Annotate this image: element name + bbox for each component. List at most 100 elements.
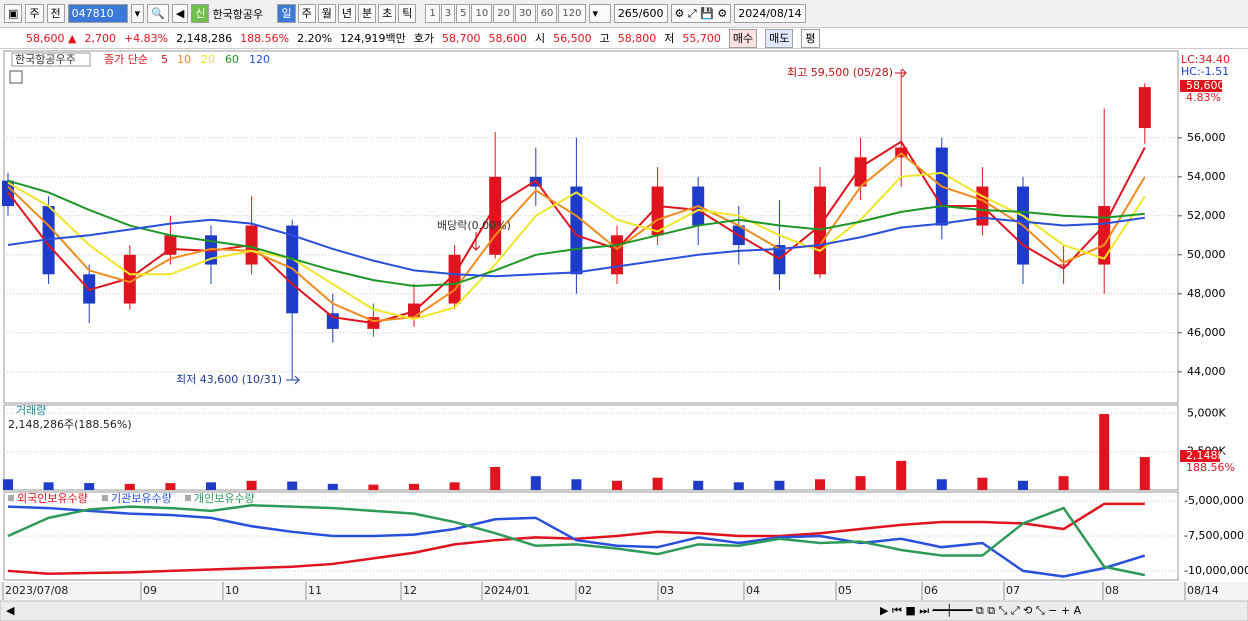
period-button[interactable]: 분 — [357, 4, 377, 23]
stock-name: 한국항공우 — [212, 7, 264, 21]
arrow — [286, 375, 300, 385]
date[interactable]: 2024/08/14 — [734, 4, 806, 23]
holding-line — [7, 505, 1146, 578]
period-button[interactable]: 일 — [277, 4, 296, 23]
search[interactable]: 🔍 — [147, 4, 169, 23]
scroll-controls[interactable]: ▶ ⏮ ■ ⏭ ━━┿━━━ ⧉ ⧉ ⤡ ⤢ ⟲ ⤡ − + A — [880, 603, 1082, 617]
interval-button[interactable]: 60 — [536, 4, 558, 23]
interval-button[interactable]: 20 — [493, 4, 514, 23]
table-icon[interactable] — [9, 70, 23, 84]
last-change: 4.83% — [1186, 91, 1221, 104]
sound[interactable]: ◀ — [171, 4, 189, 23]
code-input[interactable]: 047810 — [67, 4, 128, 23]
y-tick-label: 52,000 — [1187, 209, 1226, 222]
turnover: 2.20% — [297, 31, 333, 45]
chart: ◀ ▶ ⏮ ■ ⏭ ━━┿━━━ ⧉ ⧉ ⤡ ⤢ ⟲ ⤡ − + A 44,00… — [0, 50, 1248, 621]
volume-bar — [855, 476, 866, 490]
last-volume: 2,148K — [1186, 449, 1225, 462]
market[interactable]: 주 — [25, 4, 44, 23]
interval-button[interactable]: 5 — [456, 4, 471, 23]
x-tick-label: 03 — [660, 584, 674, 597]
interval-button[interactable]: 120 — [558, 4, 586, 23]
volume-bar — [693, 480, 704, 490]
low-annotation: 최저 43,600 (10/31) — [176, 373, 282, 386]
volume-bar — [84, 483, 95, 490]
dropdown[interactable]: ▾ — [588, 4, 611, 23]
x-axis-band — [0, 582, 1248, 600]
candle-body — [1098, 206, 1111, 265]
bid: 58,600 — [488, 31, 528, 45]
prefix[interactable]: 전 — [46, 4, 65, 23]
period-button[interactable]: 초 — [378, 4, 397, 23]
y-tick-label: 54,000 — [1187, 170, 1226, 183]
ask: 58,700 — [442, 31, 481, 45]
interval-button[interactable]: 30 — [514, 4, 536, 23]
buy-button[interactable]: 매수 — [728, 28, 758, 48]
price-value: 58,600 — [26, 31, 65, 45]
x-tick-label: 12 — [403, 584, 417, 597]
tool-icons[interactable]: ⚙ ⤢ 💾 ⚙ — [670, 4, 732, 23]
legend-entry: 120 — [249, 53, 270, 66]
x-tick-label: 11 — [308, 584, 322, 597]
arrow — [895, 68, 907, 78]
y-tick-label: -5,000,000 — [1184, 494, 1244, 507]
volume-bar — [1018, 480, 1028, 490]
legend-swatch — [102, 495, 108, 501]
volume-bar — [287, 481, 298, 490]
last-price-box — [1180, 80, 1222, 92]
volume-bar — [165, 483, 176, 490]
y-tick-label: 48,000 — [1187, 287, 1226, 300]
change: 2,700 — [84, 31, 116, 45]
volume-bar — [612, 480, 622, 490]
legend-swatch — [8, 495, 14, 501]
volume-bar — [571, 479, 582, 490]
arrow — [471, 232, 481, 251]
y-tick-label: -10,000,000 — [1184, 564, 1248, 577]
volume-bar — [246, 480, 257, 490]
holding-line — [7, 504, 1146, 577]
dropdown[interactable]: ▾ — [130, 4, 145, 23]
scroll-left[interactable]: ◀ — [6, 604, 15, 617]
scrollbar[interactable] — [0, 600, 1248, 621]
candle-body — [611, 235, 623, 275]
change-pct: +4.83% — [123, 31, 169, 45]
candle-body — [651, 186, 664, 236]
volume-bar — [530, 476, 541, 490]
legend-swatch — [185, 495, 191, 501]
volume-bar — [1058, 476, 1069, 490]
volume-bar — [368, 484, 379, 490]
y-tick-label: 50,000 — [1187, 248, 1226, 261]
avg-button[interactable]: 평 — [801, 28, 820, 48]
panel-subtitle: 2,148,286주(188.56%) — [8, 418, 132, 431]
x-tick-label: 2023/07/08 — [5, 584, 68, 597]
period-button[interactable]: 주 — [297, 4, 316, 23]
volume-bar — [43, 482, 54, 490]
candle-body — [489, 176, 502, 255]
legend-entry: 개인보유수량 — [194, 492, 255, 505]
x-tick-label: 09 — [143, 584, 157, 597]
high-annotation: 최고 59,500 (05/28) — [787, 66, 893, 79]
x-tick-label: 04 — [746, 584, 760, 597]
period-button[interactable]: 틱 — [398, 4, 417, 23]
ma-line — [7, 216, 1145, 278]
legend-name: 한국항공우주 — [15, 53, 76, 66]
x-tick-label: 07 — [1006, 584, 1020, 597]
interval-button[interactable]: 1 — [425, 4, 440, 23]
volume-bar — [449, 482, 460, 490]
x-tick-label: 08 — [1105, 584, 1119, 597]
legend-entry: 60 — [225, 53, 239, 66]
volume-bar — [977, 477, 988, 490]
menu-icon[interactable]: ▣ — [4, 4, 23, 23]
sell-button[interactable]: 매도 — [765, 28, 794, 48]
high-label: 고 — [599, 32, 610, 45]
volume-bar — [490, 466, 501, 490]
volume-bar — [652, 477, 663, 490]
y-tick-label: -7,500,000 — [1184, 529, 1244, 542]
legend-entry: 5 — [161, 53, 168, 66]
period-button[interactable]: 월 — [317, 4, 336, 23]
interval-button[interactable]: 10 — [471, 4, 493, 23]
ma-line — [7, 179, 1145, 288]
period-button[interactable]: 년 — [337, 4, 356, 23]
interval-button[interactable]: 3 — [440, 4, 456, 23]
